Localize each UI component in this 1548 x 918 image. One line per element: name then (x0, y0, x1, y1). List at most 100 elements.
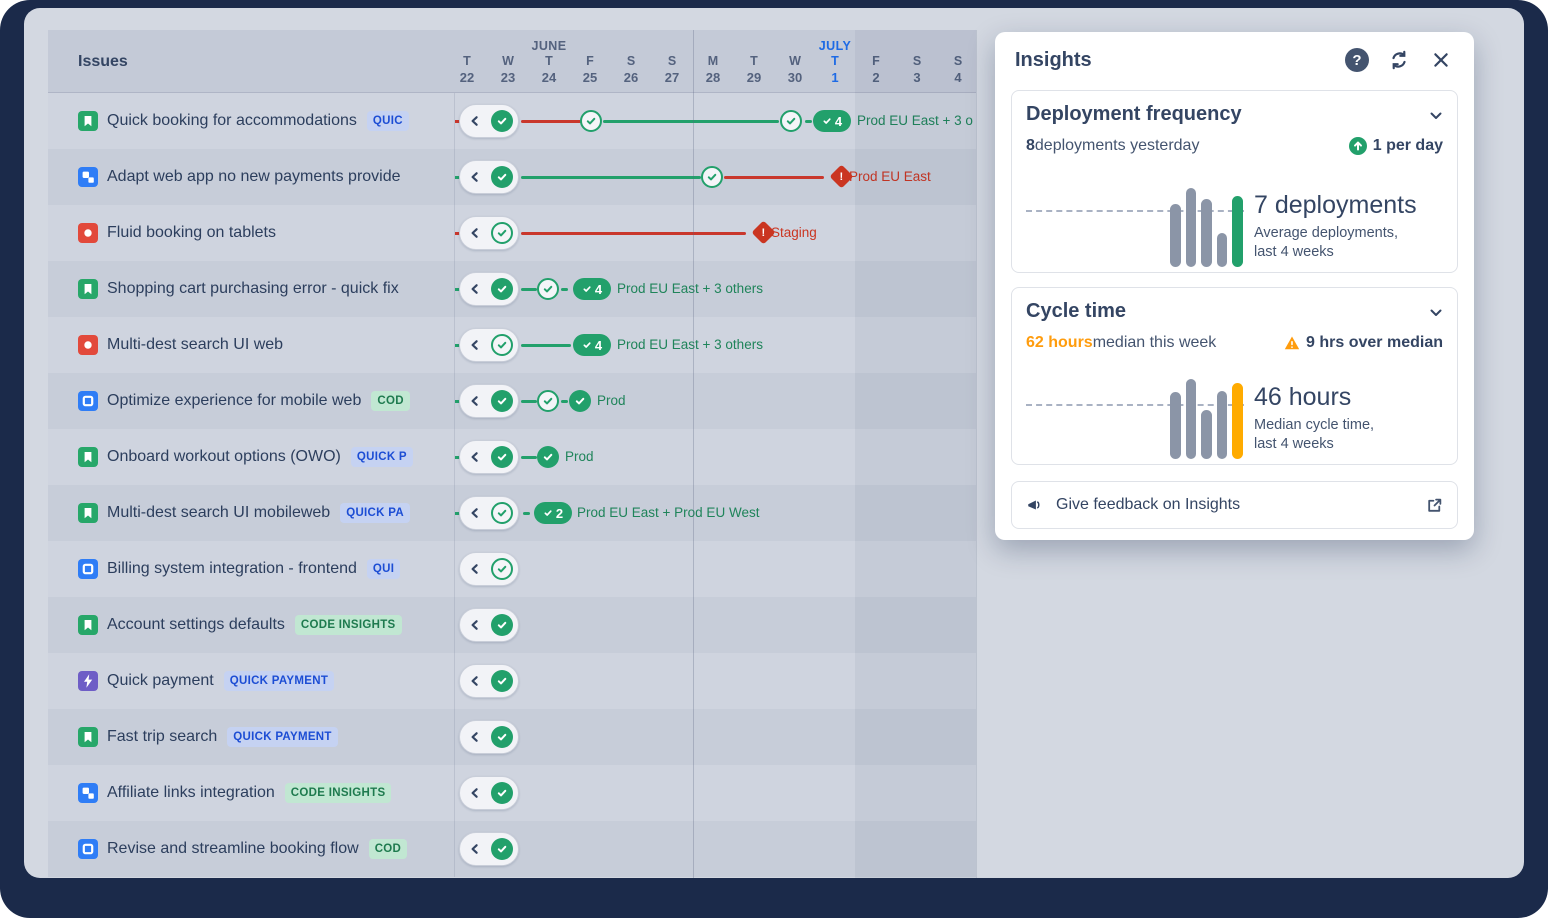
deployment-check-icon[interactable] (701, 166, 723, 188)
average-reference-line (1026, 210, 1244, 212)
issue-title[interactable]: Onboard workout options (OWO) (107, 448, 341, 465)
day-column[interactable]: S 27 (652, 54, 693, 85)
day-column[interactable]: F 25 (570, 54, 611, 85)
timeline-cell (455, 597, 976, 653)
story-icon (78, 727, 98, 747)
issue-title[interactable]: Billing system integration - frontend (107, 560, 357, 577)
deployment-count-pill[interactable]: 4 (573, 334, 611, 356)
issue-title[interactable]: Adapt web app no new payments provide (107, 168, 401, 185)
table-row[interactable]: Quick payment QUICK PAYMENT (48, 653, 976, 709)
expand-deployments-pill[interactable] (459, 608, 519, 642)
day-column[interactable]: W 23 (488, 54, 529, 85)
day-of-week-label: T (831, 54, 839, 68)
table-row[interactable]: Optimize experience for mobile web COD Pro… (48, 373, 976, 429)
expand-deployments-pill[interactable] (459, 104, 519, 138)
deployment-count-pill[interactable]: 4 (573, 278, 611, 300)
day-column[interactable]: W 30 (775, 54, 816, 85)
deployment-check-icon[interactable] (537, 278, 559, 300)
expand-deployments-pill[interactable] (459, 160, 519, 194)
issues-column-header: Issues (78, 30, 128, 93)
table-row[interactable]: Fast trip search QUICK PAYMENT (48, 709, 976, 765)
close-icon[interactable] (1428, 47, 1454, 73)
deployment-check-icon[interactable] (580, 110, 602, 132)
issue-cell: Multi-dest search UI mobileweb QUICK PA (48, 485, 455, 541)
deployments-yesterday-value: 8 (1026, 137, 1035, 154)
expand-deployments-pill[interactable] (459, 720, 519, 754)
table-row[interactable]: Affiliate links integration CODE INSIGHTS (48, 765, 976, 821)
give-feedback-button[interactable]: Give feedback on Insights (1011, 481, 1458, 529)
chevron-down-icon[interactable] (1429, 109, 1443, 123)
table-row[interactable]: Billing system integration - frontend QUI (48, 541, 976, 597)
chevron-down-icon[interactable] (1429, 306, 1443, 320)
table-row[interactable]: Fluid booking on tablets ! Staging (48, 205, 976, 261)
expand-deployments-pill[interactable] (459, 832, 519, 866)
expand-deployments-pill[interactable] (459, 664, 519, 698)
help-icon[interactable]: ? (1344, 47, 1370, 73)
issue-title[interactable]: Quick payment (107, 672, 214, 689)
cycle-time-chart (1026, 374, 1443, 459)
trend-up-icon (1348, 137, 1367, 155)
table-row[interactable]: Multi-dest search UI mobileweb QUICK PA 2 P… (48, 485, 976, 541)
issue-title[interactable]: Affiliate links integration (107, 784, 275, 801)
issue-title[interactable]: Account settings defaults (107, 616, 285, 633)
story-icon (78, 111, 98, 131)
deployment-count-pill[interactable]: 4 (813, 110, 851, 132)
timeline-stub (455, 231, 460, 235)
issue-title[interactable]: Multi-dest search UI web (107, 336, 284, 353)
table-row[interactable]: Revise and streamline booking flow COD (48, 821, 976, 877)
timeline-table: Issues JUNE JULY T 22 W 23 T 24 F 25 S 26 S 27 M 28 T 29 W… (48, 30, 977, 878)
deployment-check-icon[interactable] (537, 390, 559, 412)
day-column[interactable]: T 22 (447, 54, 488, 85)
expand-deployments-pill[interactable] (459, 440, 519, 474)
deployment-count: 2 (555, 505, 564, 521)
issue-title[interactable]: Quick booking for accommodations (107, 112, 357, 129)
table-row[interactable]: Multi-dest search UI web 4 Prod EU East + … (48, 317, 976, 373)
issue-title[interactable]: Fast trip search (107, 728, 218, 745)
table-row[interactable]: Quick booking for accommodations QUIC 4 Pro… (48, 93, 976, 149)
deployment-check-icon[interactable] (537, 446, 559, 468)
day-column[interactable]: T 24 (529, 54, 570, 85)
timeline-cell (455, 821, 976, 877)
deployment-check-icon[interactable] (569, 390, 591, 412)
week-bar (1216, 233, 1227, 267)
issue-title[interactable]: Optimize experience for mobile web (107, 392, 362, 409)
issue-title[interactable]: Revise and streamline booking flow (107, 840, 359, 857)
day-column[interactable]: M 28 (693, 54, 734, 85)
refresh-icon[interactable] (1386, 47, 1412, 73)
issue-rows: Quick booking for accommodations QUIC 4 Pro… (48, 93, 976, 877)
issue-title[interactable]: Fluid booking on tablets (107, 224, 276, 241)
day-number-label: 3 (913, 70, 921, 85)
timeline-stub (455, 119, 460, 123)
release-badge: QUIC (366, 111, 409, 131)
expand-deployments-pill[interactable] (459, 496, 519, 530)
issue-title[interactable]: Multi-dest search UI mobileweb (107, 504, 331, 521)
status-check-icon (491, 782, 513, 804)
task-icon (78, 559, 98, 579)
deployment-check-icon[interactable] (780, 110, 802, 132)
expand-deployments-pill[interactable] (459, 272, 519, 306)
table-row[interactable]: Adapt web app no new payments provide ! Pr… (48, 149, 976, 205)
expand-deployments-pill[interactable] (459, 328, 519, 362)
expand-deployments-pill[interactable] (459, 384, 519, 418)
cycle-time-summary: 46 hours Median cycle time, last 4 weeks (1254, 383, 1375, 452)
environment-label: Prod EU East + 3 others (617, 337, 763, 352)
expand-deployments-pill[interactable] (459, 552, 519, 586)
day-of-week-label: S (912, 54, 922, 68)
day-number-label: 2 (872, 70, 880, 85)
timeline-connector (603, 119, 779, 123)
environment-label: Prod EU East + Prod EU West (577, 505, 760, 520)
expand-deployments-pill[interactable] (459, 776, 519, 810)
table-row[interactable]: Shopping cart purchasing error - quick f… (48, 261, 976, 317)
deployment-count-pill[interactable]: 2 (534, 502, 572, 524)
table-row[interactable]: Account settings defaults CODE INSIGHTS (48, 597, 976, 653)
day-column[interactable]: S 26 (611, 54, 652, 85)
day-column[interactable]: T 29 (734, 54, 775, 85)
expand-deployments-pill[interactable] (459, 216, 519, 250)
table-row[interactable]: Onboard workout options (OWO) QUICK P Prod (48, 429, 976, 485)
issue-title[interactable]: Shopping cart purchasing error - quick f… (107, 280, 399, 297)
